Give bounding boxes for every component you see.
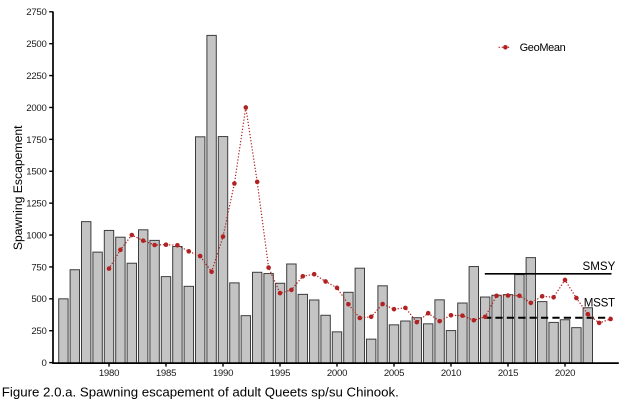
svg-text:2750: 2750 [26, 7, 46, 18]
svg-text:250: 250 [31, 326, 46, 337]
svg-text:1250: 1250 [26, 199, 46, 210]
svg-text:1985: 1985 [156, 368, 176, 379]
svg-text:1000: 1000 [26, 230, 46, 241]
svg-text:2010: 2010 [441, 368, 461, 379]
svg-text:1750: 1750 [26, 135, 46, 146]
svg-text:1500: 1500 [26, 167, 46, 178]
svg-text:0: 0 [42, 358, 47, 369]
svg-text:1980: 1980 [99, 368, 119, 379]
svg-text:1990: 1990 [213, 368, 233, 379]
svg-text:750: 750 [31, 262, 46, 273]
svg-text:2015: 2015 [498, 368, 518, 379]
svg-text:Figure 2.0.a. Spawning escapem: Figure 2.0.a. Spawning escapement of adu… [2, 385, 399, 400]
svg-text:2250: 2250 [26, 71, 46, 82]
svg-text:2000: 2000 [327, 368, 347, 379]
svg-text:Spawning Escapement: Spawning Escapement [11, 125, 25, 250]
svg-text:2005: 2005 [384, 368, 404, 379]
svg-text:2500: 2500 [26, 39, 46, 50]
svg-text:1995: 1995 [270, 368, 290, 379]
svg-text:2020: 2020 [555, 368, 575, 379]
svg-text:500: 500 [31, 294, 46, 305]
svg-text:SMSY: SMSY [583, 260, 616, 273]
svg-text:2000: 2000 [26, 103, 46, 114]
svg-text:GeoMean: GeoMean [520, 42, 566, 54]
svg-text:MSST: MSST [584, 297, 615, 310]
